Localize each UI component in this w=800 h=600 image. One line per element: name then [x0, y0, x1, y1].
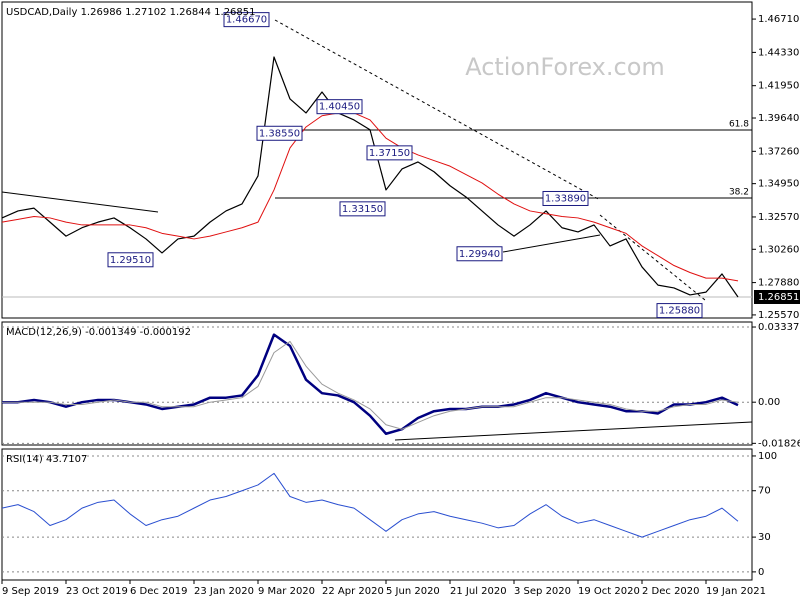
x-tick-label: 21 Jul 2020 — [450, 586, 507, 597]
annotation-box — [316, 99, 363, 115]
annotation-box — [223, 12, 270, 28]
y-tick-label: 1.46710 — [758, 14, 799, 25]
x-tick-label: 6 Dec 2019 — [130, 586, 188, 597]
annotation-label: 1.33150 — [342, 204, 383, 215]
annotation-box — [656, 303, 703, 319]
y-tick-label: 1.44330 — [758, 47, 799, 58]
annotation-box — [256, 125, 303, 141]
trend-line — [1, 191, 159, 213]
panel-subtitle: 1.26986 1.27102 1.26844 1.26851 — [81, 7, 256, 18]
panel-title: MACD(12,26,9) -0.001349 -0.000192 — [6, 327, 191, 338]
annotation-label: 1.46670 — [226, 15, 267, 26]
y-tick-label: 70 — [758, 486, 771, 497]
annotation-label: 1.29940 — [459, 249, 500, 260]
y-tick-label: 0.03337 — [758, 322, 799, 333]
y-tick-label: 1.34950 — [758, 179, 799, 190]
series-line — [1, 472, 739, 538]
fib-label: 61.8 — [729, 120, 749, 130]
panel-title-name: MACD(12,26,9) -0.001349 -0.000192 — [6, 327, 191, 338]
x-tick-label: 23 Jan 2020 — [194, 586, 254, 597]
annotation-box — [542, 190, 589, 206]
last-price-label: 1.26851 — [758, 292, 799, 303]
y-tick-label: 1.27880 — [758, 278, 799, 289]
x-tick-label: 19 Jan 2021 — [706, 586, 766, 597]
panel-title-name: USDCAD,Daily — [6, 7, 77, 18]
x-tick-label: 2 Dec 2020 — [642, 586, 700, 597]
trend-line — [394, 421, 753, 441]
last-price-box — [754, 289, 800, 304]
panel-title: USDCAD,Daily 1.26986 1.27102 1.26844 1.2… — [6, 7, 256, 18]
series-line — [1, 112, 739, 282]
x-tick-label: 19 Oct 2020 — [578, 586, 640, 597]
watermark: ActionForex.com — [465, 53, 665, 81]
x-tick-label: 3 Sep 2020 — [514, 586, 571, 597]
annotation-label: 1.25880 — [659, 306, 700, 317]
annotation-label: 1.38550 — [259, 128, 300, 139]
y-tick-label: 1.37260 — [758, 146, 799, 157]
fib-label: 38.2 — [729, 188, 749, 198]
annotation-box — [339, 201, 386, 217]
panel — [1, 448, 753, 581]
y-tick-label: 1.32570 — [758, 212, 799, 223]
y-tick-label: 30 — [758, 532, 771, 543]
trend-line — [502, 234, 601, 253]
y-tick-label: 100 — [758, 451, 777, 462]
panel — [1, 1, 753, 319]
series-line — [2, 340, 739, 430]
panel-title: RSI(14) 43.7107 — [6, 454, 87, 465]
x-tick-label: 23 Oct 2019 — [66, 586, 128, 597]
y-tick-label: 0 — [758, 567, 764, 578]
x-tick-label: 22 Apr 2020 — [322, 586, 384, 597]
y-tick-label: 1.39640 — [758, 113, 799, 124]
annotation-label: 1.40450 — [319, 102, 360, 113]
x-tick-label: 5 Jun 2020 — [386, 586, 440, 597]
annotation-box — [456, 246, 503, 262]
panel — [1, 321, 753, 446]
annotation-label: 1.29510 — [110, 255, 151, 266]
panel-title-name: RSI(14) 43.7107 — [6, 454, 87, 465]
trend-line — [274, 19, 601, 201]
y-tick-label: 0.00 — [758, 397, 780, 408]
annotation-box — [366, 145, 413, 161]
y-tick-label: 1.30260 — [758, 244, 799, 255]
annotation-label: 1.37150 — [369, 148, 410, 159]
annotation-label: 1.33890 — [545, 193, 586, 204]
x-tick-label: 9 Sep 2019 — [2, 586, 59, 597]
y-tick-label: -0.018262 — [758, 438, 800, 449]
annotation-box — [107, 252, 154, 268]
trend-line — [599, 214, 706, 301]
y-tick-label: 1.25570 — [758, 310, 799, 321]
y-tick-label: 1.41950 — [758, 81, 799, 92]
x-tick-label: 9 Mar 2020 — [258, 586, 315, 597]
